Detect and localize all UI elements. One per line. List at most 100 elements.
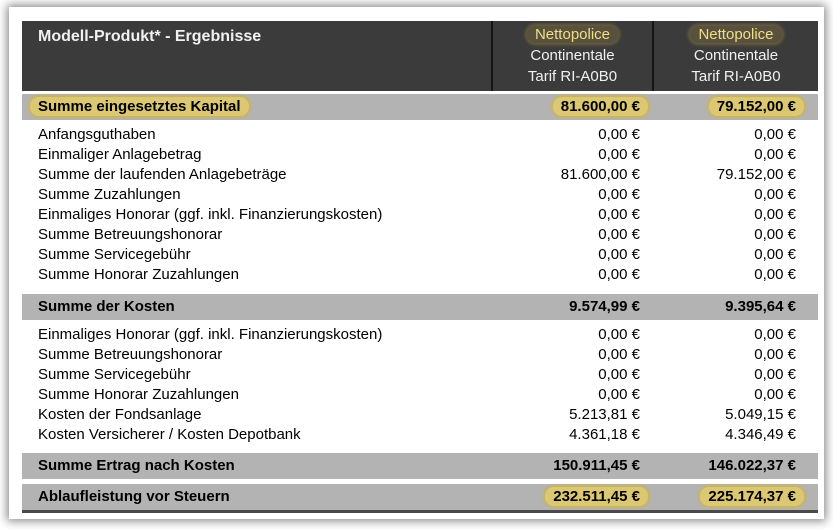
row-value-cell-1: 0,00 € (491, 365, 652, 385)
table-row: Einmaliger Anlagebetrag 0,00 € 0,00 € (22, 145, 818, 165)
table-row: Summe Zuzahlungen 0,00 € 0,00 € (22, 185, 818, 205)
summary-label-cell: Summe der Kosten (22, 294, 491, 320)
column-1-product-highlight: Nettopolice (493, 24, 652, 45)
row-label-cell: Kosten der Fondsanlage (22, 405, 491, 425)
row-value-cell-2: 5.049,15 € (652, 405, 818, 425)
row-value-cell-1: 0,00 € (491, 265, 652, 285)
row-label: Kosten Versicherer / Kosten Depotbank (38, 426, 301, 443)
page-title: Modell-Produkt* - Ergebnisse (38, 28, 262, 45)
row-value-cell-1: 0,00 € (491, 225, 652, 245)
summary-value-2: 9.395,64 € (725, 298, 796, 315)
table-blocks: Summe eingesetztes Kapital 81.600,00 € 79.… (22, 94, 818, 510)
table-row: Kosten Versicherer / Kosten Depotbank 4.3… (22, 425, 818, 445)
summary-label-cell: Ablaufleistung vor Steuern (22, 484, 491, 510)
summary-value-cell-2: 146.022,37 € (652, 453, 818, 479)
column-header-1: Nettopolice Continentale Tarif RI-A0B0 (491, 21, 652, 91)
row-value-2: 0,00 € (754, 386, 796, 403)
summary-label: Summe Ertrag nach Kosten (38, 457, 235, 474)
summary-value-cell-1: 232.511,45 € (491, 484, 652, 510)
column-2-provider: Continentale (693, 47, 779, 64)
row-value-2: 79.152,00 € (716, 166, 796, 183)
row-value-1: 0,00 € (598, 146, 640, 163)
row-value-2: 0,00 € (754, 126, 796, 143)
row-value-2: 0,00 € (754, 146, 796, 163)
row-value-2: 0,00 € (754, 246, 796, 263)
row-value-1: 0,00 € (598, 126, 640, 143)
row-label-cell: Einmaliger Anlagebetrag (22, 145, 491, 165)
row-value-cell-2: 4.346,49 € (652, 425, 818, 445)
row-value-1: 0,00 € (598, 186, 640, 203)
summary-value-cell-2: 225.174,37 € (652, 484, 818, 510)
row-value-cell-2: 0,00 € (652, 385, 818, 405)
summary-value-2: 79.152,00 € (708, 97, 804, 116)
summary-value-2: 146.022,37 € (708, 457, 796, 474)
row-value-cell-2: 0,00 € (652, 365, 818, 385)
row-value-1: 0,00 € (598, 326, 640, 343)
row-value-2: 0,00 € (754, 266, 796, 283)
row-value-cell-1: 0,00 € (491, 245, 652, 265)
summary-label: Summe eingesetztes Kapital (30, 97, 249, 116)
row-value-2: 0,00 € (754, 226, 796, 243)
row-label-cell: Einmaliges Honorar (ggf. inkl. Finanzier… (22, 205, 491, 225)
row-value-1: 4.361,18 € (569, 426, 640, 443)
summary-row: Ablaufleistung vor Steuern 232.511,45 € 22… (22, 484, 818, 510)
table-header: Modell-Produkt* - Ergebnisse Nettopolice… (22, 21, 818, 91)
summary-value-1: 81.600,00 € (552, 97, 648, 116)
row-label: Summe Servicegebühr (38, 246, 191, 263)
summary-value-1: 9.574,99 € (569, 298, 640, 315)
row-value-cell-2: 0,00 € (652, 125, 818, 145)
row-value-cell-2: 0,00 € (652, 205, 818, 225)
summary-value-cell-2: 9.395,64 € (652, 294, 818, 320)
column-1-tariff: Tarif RI-A0B0 (527, 68, 618, 85)
column-2-tariff: Tarif RI-A0B0 (691, 68, 781, 85)
row-label: Summe Zuzahlungen (38, 186, 181, 203)
table-row: Summe der laufenden Anlagebeträge 81.600,… (22, 165, 818, 185)
row-value-cell-2: 0,00 € (652, 145, 818, 165)
row-label: Anfangsguthaben (38, 126, 156, 143)
row-value-cell-2: 79.152,00 € (652, 165, 818, 185)
row-value-1: 0,00 € (598, 246, 640, 263)
row-value-cell-1: 0,00 € (491, 385, 652, 405)
summary-label-cell: Summe Ertrag nach Kosten (22, 453, 491, 479)
row-label-cell: Summe Honorar Zuzahlungen (22, 265, 491, 285)
row-value-cell-2: 0,00 € (652, 245, 818, 265)
column-2-product-highlight: Nettopolice (654, 24, 818, 45)
table-row: Summe Honorar Zuzahlungen 0,00 € 0,00 € (22, 265, 818, 285)
column-1-product: Nettopolice (526, 26, 619, 43)
summary-row: Summe Ertrag nach Kosten 150.911,45 € 146.… (22, 453, 818, 479)
table-row: Summe Honorar Zuzahlungen 0,00 € 0,00 € (22, 385, 818, 405)
row-value-1: 0,00 € (598, 266, 640, 283)
row-value-cell-1: 5.213,81 € (491, 405, 652, 425)
row-value-cell-1: 0,00 € (491, 125, 652, 145)
row-value-cell-2: 0,00 € (652, 185, 818, 205)
row-value-2: 0,00 € (754, 206, 796, 223)
row-label-cell: Summe der laufenden Anlagebeträge (22, 165, 491, 185)
row-value-2: 0,00 € (754, 366, 796, 383)
row-label-cell: Summe Zuzahlungen (22, 185, 491, 205)
row-label-cell: Summe Servicegebühr (22, 365, 491, 385)
row-value-cell-2: 0,00 € (652, 325, 818, 345)
summary-label: Summe der Kosten (38, 298, 175, 315)
column-1-provider: Continentale (530, 47, 615, 64)
row-label-cell: Kosten Versicherer / Kosten Depotbank (22, 425, 491, 445)
row-value-2: 0,00 € (754, 346, 796, 363)
report-sheet: Modell-Produkt* - Ergebnisse Nettopolice… (9, 7, 824, 519)
summary-row: Summe eingesetztes Kapital 81.600,00 € 79.… (22, 94, 818, 120)
row-label: Summe Servicegebühr (38, 366, 191, 383)
summary-value-2: 225.174,37 € (700, 487, 804, 506)
row-label: Einmaliges Honorar (ggf. inkl. Finanzier… (38, 326, 383, 343)
row-value-1: 0,00 € (598, 386, 640, 403)
row-value-cell-2: 0,00 € (652, 225, 818, 245)
column-2-product: Nettopolice (690, 26, 782, 43)
row-value-1: 0,00 € (598, 366, 640, 383)
table-row: Summe Betreuungshonorar 0,00 € 0,00 € (22, 225, 818, 245)
summary-row: Summe der Kosten 9.574,99 € 9.395,64 € (22, 294, 818, 320)
table-row: Summe Servicegebühr 0,00 € 0,00 € (22, 245, 818, 265)
row-value-2: 4.346,49 € (725, 426, 796, 443)
summary-value-cell-1: 9.574,99 € (491, 294, 652, 320)
row-value-2: 5.049,15 € (725, 406, 796, 423)
summary-value-cell-2: 79.152,00 € (652, 94, 818, 120)
row-label: Summe Honorar Zuzahlungen (38, 386, 239, 403)
table-row: Summe Betreuungshonorar 0,00 € 0,00 € (22, 345, 818, 365)
row-label-cell: Summe Betreuungshonorar (22, 225, 491, 245)
